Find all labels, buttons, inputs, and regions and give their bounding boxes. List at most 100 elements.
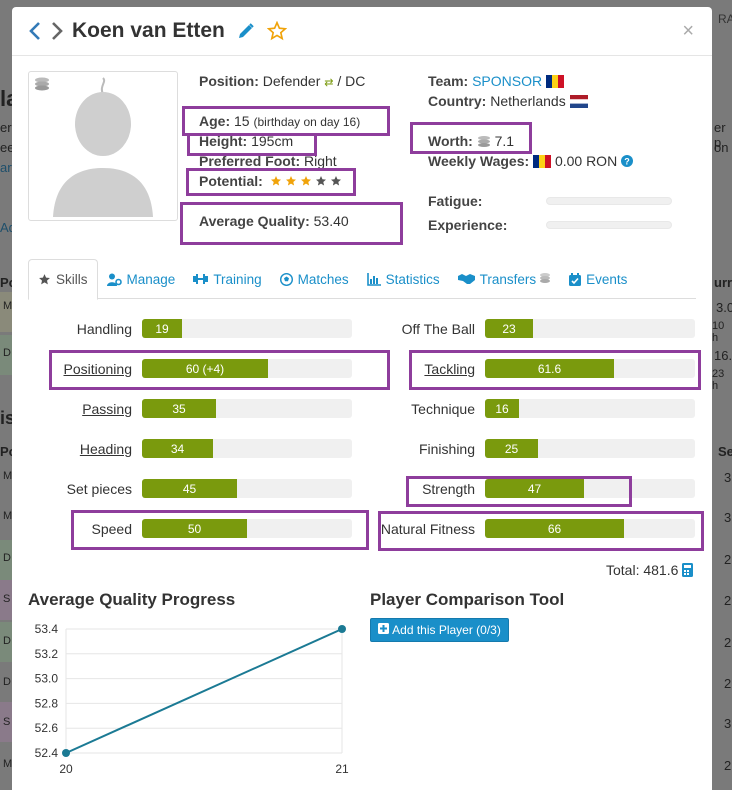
help-icon[interactable]: ?: [621, 154, 634, 170]
dumbbell-icon: [193, 273, 209, 285]
skill-label-set-pieces: Set pieces: [66, 481, 132, 497]
position-value: Defender: [262, 73, 321, 89]
bg-text: Ad: [0, 220, 16, 235]
y-tick-label: 52.4: [35, 746, 59, 760]
user-gear-icon: [106, 273, 122, 286]
handshake-icon: [457, 273, 475, 285]
quality-progress-chart: 53.4 53.2 53.0 52.8 52.6 52.420 21: [35, 622, 349, 776]
skill-label-handling: Handling: [76, 321, 132, 337]
potential-field: Potential:: [199, 173, 342, 190]
star-outline-icon[interactable]: [266, 21, 287, 41]
bg-text: art: [0, 160, 16, 175]
bg-text: 16.: [714, 348, 732, 363]
skill-bar-fill: 60 (+4): [142, 359, 268, 378]
star-icon: [38, 273, 51, 286]
fatigue-bar: [546, 197, 672, 205]
experience-field: Experience:: [428, 217, 507, 233]
skill-bar-fill: 34: [142, 439, 213, 458]
skill-bar-fill: 47: [485, 479, 584, 498]
skill-bar: 25: [485, 439, 695, 458]
skill-bar: 19: [142, 319, 352, 338]
tab-manage[interactable]: Manage: [98, 259, 185, 299]
chevron-left-icon[interactable]: [26, 20, 44, 42]
chevron-right-icon[interactable]: [48, 20, 66, 42]
skill-bar-fill: 25: [485, 439, 538, 458]
tab-training[interactable]: Training: [184, 259, 270, 299]
tab-transfers[interactable]: Transfers: [449, 259, 561, 299]
star-filled-icon: [270, 174, 282, 190]
tab-statistics[interactable]: Statistics: [358, 259, 449, 299]
data-point: [338, 625, 346, 633]
position-detail: / DC: [337, 73, 366, 89]
skill-bar: 47: [485, 479, 695, 498]
quality-progress-title: Average Quality Progress: [28, 590, 236, 609]
player-modal: Koen van Etten × Position: Defender ⇄ / …: [12, 7, 712, 790]
wages-label: Weekly Wages:: [428, 153, 530, 169]
age-note: (birthday on day 16): [253, 115, 361, 129]
skill-bar: 45: [142, 479, 352, 498]
y-tick-label: 53.2: [35, 647, 59, 661]
bg-text: 10 h: [712, 320, 725, 344]
bg-text: D: [3, 635, 11, 647]
bg-text: Se: [718, 444, 732, 459]
foot-value: Right: [304, 153, 337, 169]
bg-text: D: [3, 676, 11, 688]
skill-label-natural-fitness: Natural Fitness: [380, 521, 475, 537]
add-player-button[interactable]: Add this Player (0/3): [370, 618, 509, 642]
skill-label-positioning[interactable]: Positioning: [63, 361, 133, 377]
experience-label: Experience:: [428, 217, 508, 233]
skill-label-tackling[interactable]: Tackling: [424, 361, 475, 377]
foot-label: Preferred Foot:: [199, 153, 301, 169]
age-label: Age:: [199, 113, 231, 129]
potential-stars: [267, 173, 342, 189]
comparison-tool-title: Player Comparison Tool: [370, 590, 565, 609]
skill-label-finishing: Finishing: [418, 441, 475, 457]
svg-text:?: ?: [624, 156, 630, 166]
skill-label-heading[interactable]: Heading: [79, 441, 132, 457]
tab-label: Manage: [126, 271, 176, 287]
highlight-box: [187, 133, 317, 156]
y-tick-label: 53.4: [35, 622, 59, 636]
tab-label: Skills: [56, 272, 88, 287]
total-skills: Total: 481.6: [606, 562, 694, 580]
tab-events[interactable]: Events: [560, 259, 636, 299]
y-tick-label: 52.8: [35, 696, 59, 710]
calendar-check-icon: [569, 272, 582, 286]
skill-bar: 34: [142, 439, 352, 458]
highlight-box: [182, 106, 390, 136]
bg-text: 2: [724, 758, 732, 773]
close-button[interactable]: ×: [682, 20, 694, 42]
experience-bar: [546, 221, 672, 229]
height-value: 195cm: [251, 133, 294, 149]
highlight-box: [71, 510, 369, 550]
coins-icon: [477, 135, 491, 151]
height-field: Height: 195cm: [199, 133, 293, 149]
tab-skills[interactable]: Skills: [28, 259, 98, 300]
star-empty-icon: [315, 174, 327, 190]
tab-matches[interactable]: Matches: [271, 259, 358, 299]
highlight-box: [180, 202, 403, 245]
bg-text: is: [0, 408, 16, 428]
skill-bar: 35: [142, 399, 352, 418]
bg-text: 3: [724, 470, 732, 485]
age-value: 15: [234, 113, 250, 129]
skill-bar: 60 (+4): [142, 359, 352, 378]
tab-label: Training: [213, 271, 262, 287]
skill-label-passing[interactable]: Passing: [82, 401, 132, 417]
skill-bar: 66: [485, 519, 695, 538]
calculator-icon[interactable]: [682, 563, 694, 580]
star-empty-icon: [330, 174, 342, 190]
bg-text: 3.0: [716, 300, 732, 315]
bg-text: M: [3, 758, 13, 770]
avg-quality-value: 53.40: [313, 213, 349, 229]
pencil-icon[interactable]: [237, 22, 255, 40]
skill-bar-fill: 23: [485, 319, 533, 338]
skill-label-strength: Strength: [422, 481, 475, 497]
highlight-box: [406, 476, 632, 507]
highlight-box: [186, 168, 356, 196]
silhouette-icon: [53, 77, 153, 217]
team-link[interactable]: SPONSOR: [472, 73, 543, 89]
bg-text: 23 h: [712, 368, 725, 392]
series-line: [65, 628, 343, 754]
data-point: [62, 749, 70, 757]
